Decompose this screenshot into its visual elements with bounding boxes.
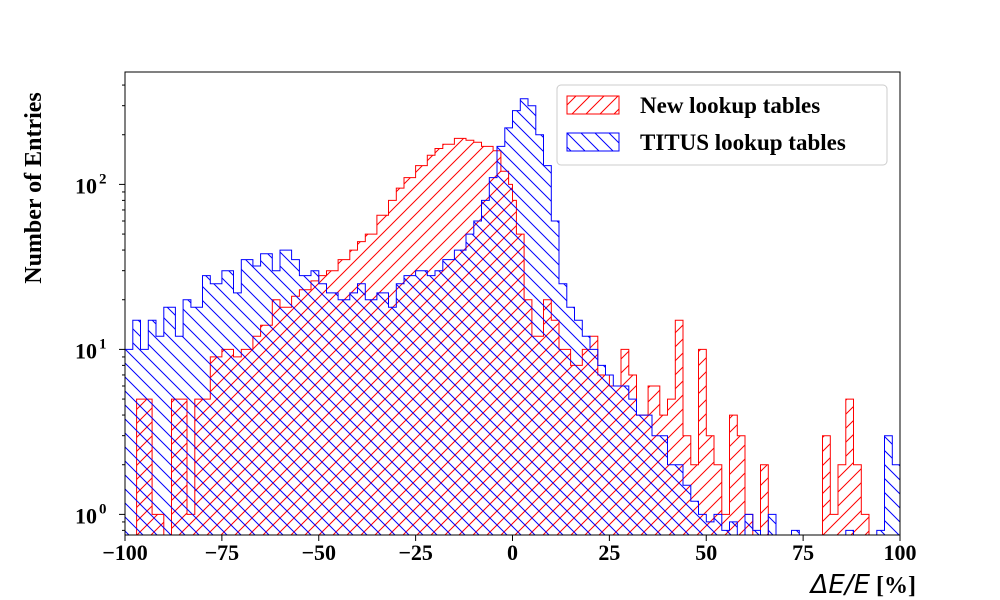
x-axis-label-unit: [%]: [876, 573, 916, 599]
x-tick-label: 75: [792, 540, 814, 565]
y-tick-label-exponent: 2: [99, 171, 107, 187]
x-tick-label: −100: [102, 540, 148, 565]
x-tick-label: −75: [205, 540, 240, 565]
y-tick-label: 10: [75, 173, 97, 198]
legend-swatch-titus: [566, 132, 620, 152]
x-tick-label: 50: [695, 540, 717, 565]
y-axis-label: Number of Entries: [21, 92, 47, 284]
x-tick-label: 0: [507, 540, 518, 565]
series-1-histogram: [125, 98, 900, 535]
x-tick-label: 25: [598, 540, 620, 565]
y-tick-label-exponent: 0: [99, 501, 107, 517]
y-tick-label-exponent: 1: [99, 336, 107, 352]
x-axis-label-main: ΔE/E: [809, 570, 871, 600]
x-axis: −100 −75 −50 −25 0 25 50 75 100: [102, 535, 917, 565]
series-layer: [125, 98, 900, 535]
legend-box: [556, 84, 888, 166]
x-axis-label: ΔE/E [%]: [809, 570, 916, 600]
legend-label-new: New lookup tables: [640, 93, 820, 118]
x-tick-label: −50: [301, 540, 336, 565]
legend: New lookup tables TITUS lookup tables: [556, 84, 888, 166]
legend-swatch-new: [566, 95, 620, 115]
y-tick-label: 10: [75, 338, 97, 363]
x-tick-label: 100: [884, 540, 917, 565]
y-tick-label: 10: [75, 503, 97, 528]
x-tick-label: −25: [398, 540, 433, 565]
plot-area: [125, 98, 900, 535]
legend-label-titus: TITUS lookup tables: [640, 130, 846, 155]
